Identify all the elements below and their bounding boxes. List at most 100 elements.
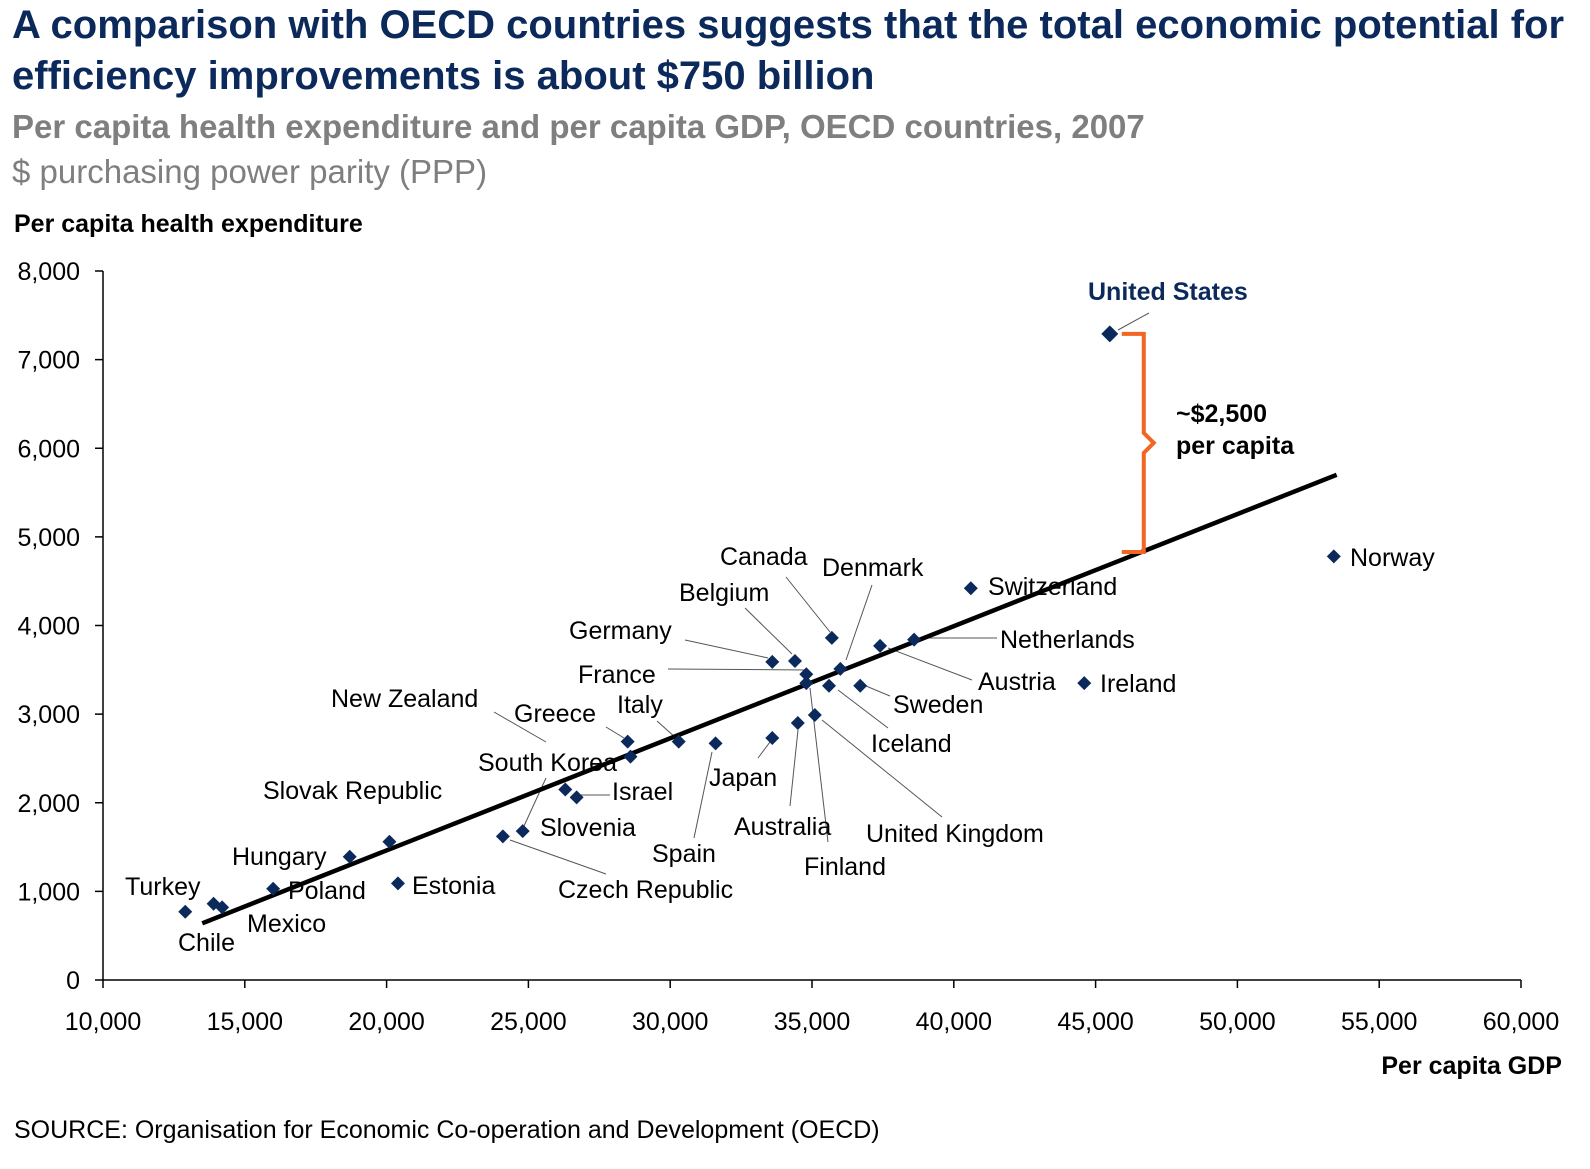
data-point xyxy=(620,734,635,749)
leader-line xyxy=(667,668,809,671)
leader-line xyxy=(523,777,547,827)
leader-line xyxy=(785,576,831,633)
point-label: Slovenia xyxy=(540,814,636,842)
trendline xyxy=(201,472,1338,926)
point-label: United Kingdom xyxy=(866,820,1044,848)
x-axis-label: Per capita GDP xyxy=(1381,1052,1562,1080)
data-point xyxy=(382,834,397,849)
data-point xyxy=(1101,325,1119,343)
point-label: Iceland xyxy=(871,730,952,758)
point-labels: United States Norway Switzerland Netherland… xyxy=(125,278,1435,957)
y-tick-label: 3,000 xyxy=(17,701,80,729)
x-tick-label: 60,000 xyxy=(1483,1008,1559,1036)
data-point xyxy=(671,734,686,749)
x-tick-label: 50,000 xyxy=(1199,1008,1275,1036)
point-label: Chile xyxy=(178,929,235,957)
data-point xyxy=(569,790,584,805)
y-tick-label: 2,000 xyxy=(17,790,80,818)
point-label: New Zealand xyxy=(331,685,478,713)
point-label: France xyxy=(578,661,656,689)
trendline-line xyxy=(201,472,1338,926)
data-point xyxy=(390,876,405,891)
y-tick-label: 4,000 xyxy=(17,613,80,641)
data-point xyxy=(708,736,723,751)
data-point xyxy=(833,661,848,676)
data-point xyxy=(1326,549,1341,564)
data-point xyxy=(206,896,221,911)
point-label: United States xyxy=(1088,278,1248,306)
x-tick-label: 55,000 xyxy=(1341,1008,1417,1036)
data-point xyxy=(787,653,802,668)
data-point xyxy=(799,667,814,682)
point-label: Belgium xyxy=(679,579,769,607)
point-label: Ireland xyxy=(1100,670,1176,698)
chart-units: $ purchasing power parity (PPP) xyxy=(12,153,488,190)
point-label: Turkey xyxy=(125,873,201,901)
y-tick-label: 1,000 xyxy=(17,878,80,906)
data-point xyxy=(266,881,281,896)
data-point xyxy=(963,581,978,596)
point-label: Denmark xyxy=(822,554,924,582)
point-label: Austria xyxy=(978,668,1056,696)
point-label: Czech Republic xyxy=(558,876,733,904)
x-tick-label: 15,000 xyxy=(207,1008,283,1036)
point-label: Norway xyxy=(1350,544,1435,572)
data-point xyxy=(178,904,193,919)
x-tick-label: 35,000 xyxy=(774,1008,850,1036)
data-point xyxy=(558,782,573,797)
point-label: Canada xyxy=(720,543,808,571)
x-tick-label: 10,000 xyxy=(65,1008,141,1036)
x-tick-label: 25,000 xyxy=(490,1008,566,1036)
point-label: Slovak Republic xyxy=(263,777,442,805)
leader-line xyxy=(605,726,625,739)
axes: 0 1,000 2,000 3,000 4,000 5,000 6,000 7,000 8,00… xyxy=(17,258,1562,1080)
point-label: Greece xyxy=(514,700,596,728)
data-point xyxy=(495,829,510,844)
leader-line xyxy=(509,839,607,875)
data-point xyxy=(822,678,837,693)
data-point xyxy=(853,678,868,693)
x-tick-label: 20,000 xyxy=(348,1008,424,1036)
scatter-chart: 0 1,000 2,000 3,000 4,000 5,000 6,000 7,000 8,00… xyxy=(17,258,1562,1080)
gap-unit-label: per capita xyxy=(1176,432,1295,460)
leader-line xyxy=(693,751,713,839)
point-label: Germany xyxy=(569,617,672,645)
data-point xyxy=(907,632,922,647)
data-point xyxy=(1077,676,1092,691)
data-point xyxy=(623,749,638,764)
chart-title: A comparison with OECD countries suggest… xyxy=(12,3,1565,98)
data-point xyxy=(765,654,780,669)
point-label: South Korea xyxy=(478,749,617,777)
gap-bracket: ~$2,500 per capita xyxy=(1121,331,1295,554)
y-tick-label: 7,000 xyxy=(17,347,80,375)
leader-line xyxy=(757,741,771,759)
leader-line xyxy=(845,584,873,661)
leader-lines xyxy=(493,312,1150,875)
data-point xyxy=(790,715,805,730)
point-label: Netherlands xyxy=(1000,626,1135,654)
data-point xyxy=(765,731,780,746)
y-axis-label: Per capita health expenditure xyxy=(14,210,363,238)
point-label: Estonia xyxy=(412,872,495,900)
leader-line xyxy=(821,719,943,818)
y-tick-label: 0 xyxy=(66,967,80,995)
x-tick-label: 40,000 xyxy=(916,1008,992,1036)
leader-line xyxy=(1117,312,1150,331)
point-label: Spain xyxy=(652,840,716,868)
leader-line xyxy=(887,647,973,681)
leader-line xyxy=(684,639,769,659)
y-tick-label: 8,000 xyxy=(17,258,80,286)
data-point xyxy=(873,638,888,653)
data-points xyxy=(178,325,1341,919)
leader-line xyxy=(865,685,891,697)
leader-line xyxy=(789,729,799,807)
data-point xyxy=(515,824,530,839)
x-tick-label: 45,000 xyxy=(1057,1008,1133,1036)
point-label: Sweden xyxy=(893,691,983,719)
point-label: Finland xyxy=(804,853,886,881)
leader-line xyxy=(744,607,793,655)
data-point xyxy=(342,849,357,864)
point-label: Italy xyxy=(617,691,663,719)
point-label: Israel xyxy=(612,778,673,806)
point-label: Australia xyxy=(734,813,831,841)
